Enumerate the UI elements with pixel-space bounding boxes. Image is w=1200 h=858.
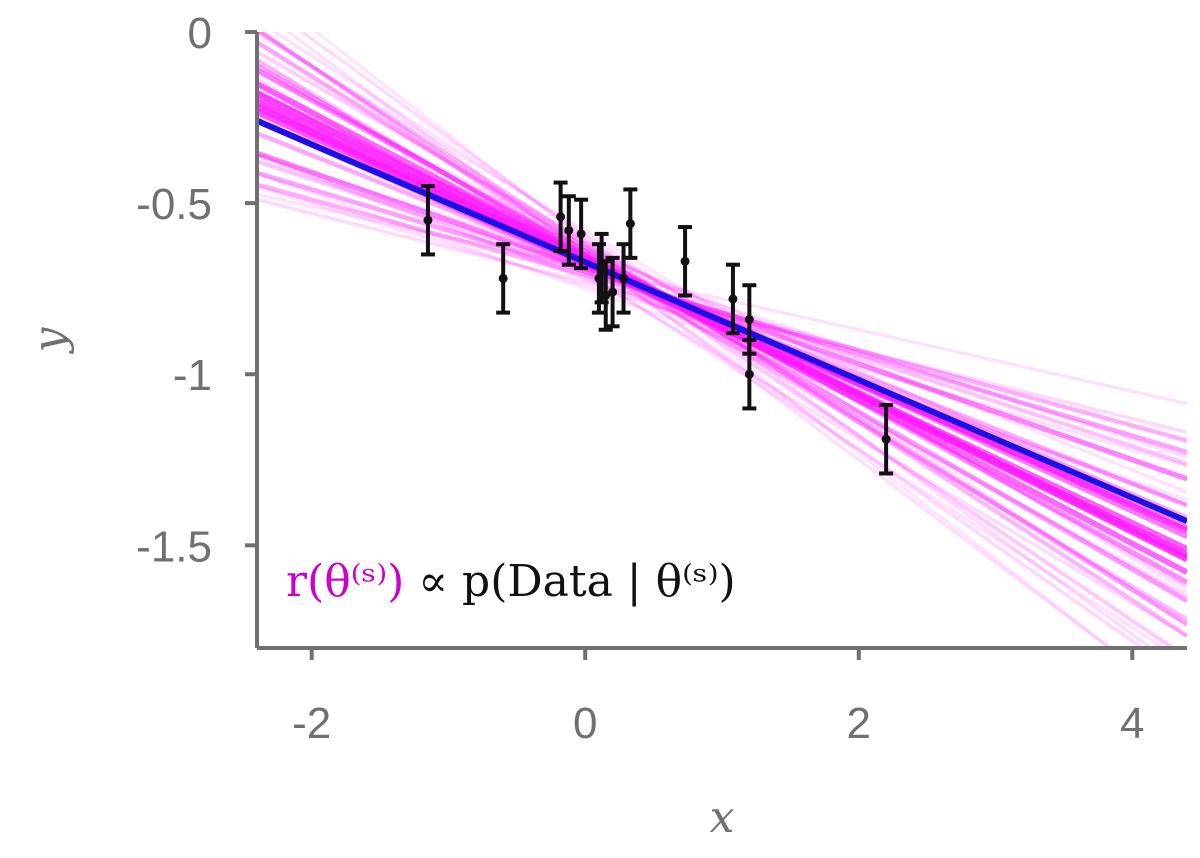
sample-line-28 (257, 40, 1187, 626)
data-point-12 (725, 262, 740, 336)
point-marker (680, 256, 690, 266)
sample-line-29 (257, 170, 1187, 455)
point-marker (564, 225, 574, 235)
annotation-rest: ∝ p(Data | θ⁽ˢ⁾) (404, 556, 735, 607)
data-point-3 (561, 194, 576, 267)
fit-line-group (257, 118, 1187, 525)
y-tick-label: -1.5 (136, 522, 212, 571)
sample-line-25 (257, 32, 1187, 638)
x-axis-label: x (710, 792, 735, 843)
y-axis-label: y (24, 326, 75, 354)
data-point-8 (605, 255, 620, 329)
data-point-9 (616, 242, 631, 315)
annotation-r: r(θ⁽ˢ⁾) (286, 556, 404, 607)
y-tick-label: 0 (188, 9, 212, 58)
x-tick-label: 0 (573, 699, 597, 748)
fit-line (257, 118, 1187, 525)
data-point-0 (420, 184, 435, 257)
sample-line-1 (257, 172, 1187, 501)
sample-line-11 (299, 32, 1155, 648)
sample-line-14 (259, 32, 1146, 648)
y-tick-label: -1 (173, 351, 212, 400)
y-ticks: 0 -0.5 -1 -1.5 (136, 9, 257, 571)
data-points (420, 180, 894, 476)
y-tick-label: -0.5 (136, 180, 212, 229)
sample-line-39 (257, 90, 1187, 562)
sample-line-0 (313, 32, 1113, 648)
data-point-10 (623, 187, 638, 260)
point-marker (556, 212, 566, 222)
data-point-14 (742, 338, 757, 411)
point-marker (744, 314, 754, 324)
data-point-7 (598, 259, 613, 332)
sample-line-7 (286, 32, 1113, 648)
point-marker (728, 294, 738, 304)
point-marker (625, 219, 635, 229)
data-point-11 (678, 225, 693, 298)
x-tick-label: 4 (1120, 699, 1144, 748)
point-marker (601, 291, 611, 301)
data-point-4 (574, 197, 589, 271)
point-marker (498, 273, 508, 283)
point-marker (881, 434, 891, 444)
point-marker (423, 215, 433, 225)
data-point-1 (496, 242, 511, 315)
sample-line-20 (257, 32, 1177, 648)
sample-line-26 (257, 182, 1187, 443)
point-marker (619, 273, 629, 283)
x-tick-label: 2 (847, 699, 871, 748)
sample-line-32 (257, 150, 1187, 482)
data-point-2 (553, 180, 568, 254)
sample-line-22 (257, 159, 1187, 466)
x-tick-label: -2 (292, 699, 331, 748)
point-marker (576, 229, 586, 239)
point-marker (608, 287, 618, 297)
annotation: r(θ⁽ˢ⁾) ∝ p(Data | θ⁽ˢ⁾) (286, 556, 736, 607)
sample-line-4 (257, 56, 1167, 648)
sample-line-6 (257, 192, 1187, 406)
point-marker (744, 369, 754, 379)
x-ticks: -2 0 2 4 (292, 648, 1145, 748)
data-point-15 (879, 403, 894, 476)
